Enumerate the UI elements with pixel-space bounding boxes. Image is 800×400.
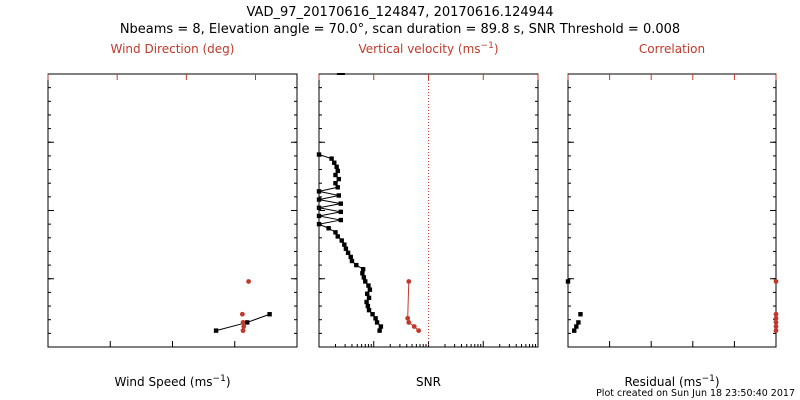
snr-point-black xyxy=(329,156,334,161)
wind-point-red xyxy=(240,328,246,334)
snr-point-black xyxy=(335,234,340,239)
snr-point-black xyxy=(349,258,355,264)
snr-point-black xyxy=(348,254,353,260)
snr-point-black xyxy=(366,295,372,301)
snr-point-black xyxy=(343,246,349,251)
residual-point-black xyxy=(572,328,577,333)
panel-wind xyxy=(47,73,298,348)
snr-point-black xyxy=(333,172,338,178)
residual-point-black xyxy=(574,324,579,329)
wind-point-red xyxy=(240,320,246,325)
residual-point-red xyxy=(773,315,779,321)
snr-point-black xyxy=(338,209,343,215)
snr-point-black xyxy=(333,230,338,235)
snr-point-black xyxy=(316,213,322,219)
snr-point-black xyxy=(377,328,382,333)
snr-point-black xyxy=(373,316,378,321)
snr-point-red xyxy=(405,315,411,321)
snr-point-black xyxy=(316,221,322,227)
snr-frame xyxy=(318,73,539,348)
snr-point-black xyxy=(378,324,384,329)
figure-subtitle: Nbeams = 8, Elevation angle = 70.0°, sca… xyxy=(120,22,680,37)
snr-point-black xyxy=(374,320,380,325)
residual-point-black xyxy=(565,279,571,284)
snr-point-black xyxy=(366,283,371,288)
residual-point-black xyxy=(578,312,583,317)
snr-point-black xyxy=(316,197,322,202)
snr-point-black xyxy=(363,279,368,284)
snr-series-line xyxy=(317,154,382,331)
snr-point-black xyxy=(342,242,347,247)
snr-point-black xyxy=(360,271,365,276)
snr-point-black xyxy=(336,176,342,182)
snr-point-black xyxy=(345,250,351,256)
residual-point-black xyxy=(576,320,581,325)
snr-point-black xyxy=(338,201,343,206)
snr-point-black xyxy=(354,262,359,268)
wind-x-axis-title: Wind Speed (ms−1) xyxy=(115,374,231,389)
snr-point-black xyxy=(316,152,322,157)
snr-point-black xyxy=(360,266,366,272)
snr-point-black xyxy=(367,287,373,292)
residual-point-red xyxy=(773,320,779,325)
panel-snr xyxy=(316,73,539,348)
residual-point-red xyxy=(773,311,779,317)
snr-point-black xyxy=(364,299,369,305)
snr-point-black xyxy=(370,312,375,317)
snr-point-black xyxy=(316,205,322,210)
snr-point-black xyxy=(365,291,370,296)
residual-point-red xyxy=(773,324,779,329)
residual-point-red xyxy=(773,328,779,334)
snr-point-black xyxy=(335,185,340,190)
wind-point-red xyxy=(241,324,247,329)
residual-point-red xyxy=(773,279,779,284)
snr-point-black xyxy=(339,238,344,243)
snr-point-red xyxy=(416,328,422,334)
snr-point-black xyxy=(366,307,372,313)
wind-point-black xyxy=(245,320,250,325)
residual-frame xyxy=(567,73,777,348)
snr-point-black xyxy=(333,181,338,186)
snr-point-black xyxy=(361,275,367,280)
snr-point-red xyxy=(406,279,412,284)
wind-point-black xyxy=(213,328,219,333)
snr-point-black xyxy=(336,193,342,198)
snr-point-black xyxy=(338,217,343,223)
figure-title: VAD_97_20170616_124847, 20170616.124944 xyxy=(247,5,554,20)
snr-point-black xyxy=(365,303,371,309)
snr-point-red xyxy=(411,324,417,329)
snr-point-black xyxy=(332,160,337,165)
wind-point-red xyxy=(239,311,245,317)
wind-point-black xyxy=(267,312,272,317)
snr-point-black xyxy=(335,168,340,174)
wind-frame xyxy=(47,73,298,348)
residual-top-axis-title: Correlation xyxy=(639,42,705,56)
snr-x-axis-title: SNR xyxy=(416,375,441,389)
snr-top-axis-title: Vertical velocity (ms−1) xyxy=(358,41,498,56)
residual-x-axis-title: Residual (ms−1) xyxy=(624,374,719,389)
snr-point-black xyxy=(334,164,339,170)
wind-top-axis-title: Wind Direction (deg) xyxy=(111,42,235,56)
panel-residual xyxy=(565,73,779,348)
footer-timestamp: Plot created on Sun Jun 18 23:50:40 2017 xyxy=(596,388,795,399)
snr-point-red xyxy=(406,320,412,325)
snr-point-black xyxy=(316,189,322,194)
wind-point-red xyxy=(246,279,251,284)
snr-point-black xyxy=(326,226,331,231)
